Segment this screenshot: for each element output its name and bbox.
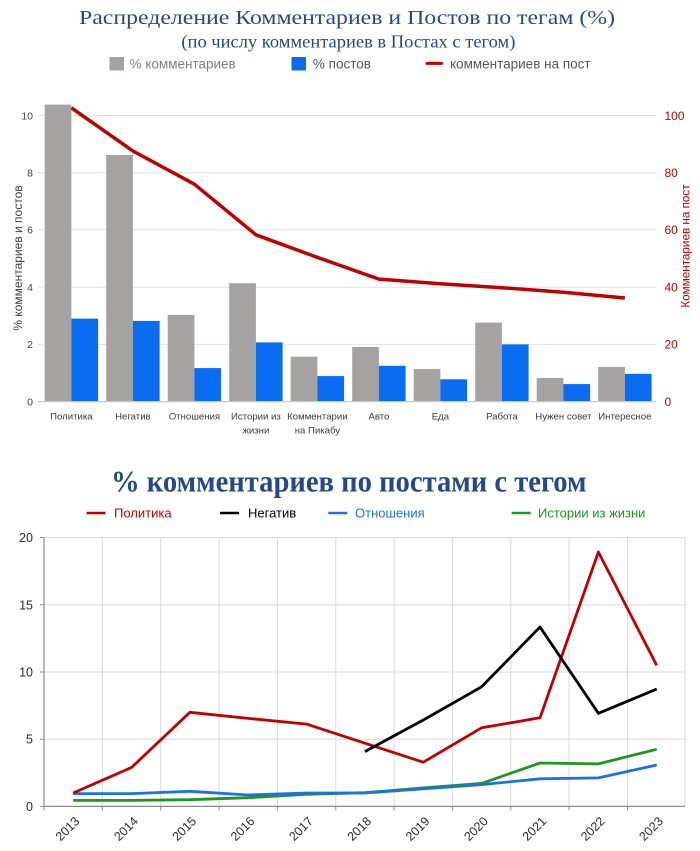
svg-text:Негатив: Негатив (115, 412, 151, 423)
svg-text:Авто: Авто (368, 412, 389, 423)
svg-text:Истории из жизни: Истории из жизни (538, 506, 645, 521)
svg-text:8: 8 (27, 168, 33, 180)
svg-text:% комментариев: % комментариев (130, 57, 236, 72)
svg-text:15: 15 (19, 598, 33, 612)
svg-text:Работа: Работа (486, 412, 518, 423)
svg-text:60: 60 (665, 223, 679, 237)
svg-text:2: 2 (27, 339, 33, 351)
svg-text:Еда: Еда (432, 412, 450, 423)
svg-text:жизни: жизни (242, 426, 269, 437)
svg-text:10: 10 (21, 110, 33, 122)
svg-text:% постов: % постов (313, 57, 371, 72)
svg-text:на Пикабу: на Пикабу (295, 426, 341, 437)
svg-text:Нужен совет: Нужен совет (535, 412, 592, 423)
svg-text:4: 4 (27, 282, 33, 294)
svg-text:(по числу комментариев в Поста: (по числу комментариев в Постах с тегом) (181, 31, 515, 51)
svg-text:20: 20 (19, 531, 33, 545)
svg-text:% комментариев и постов: % комментариев и постов (11, 185, 25, 330)
svg-text:Негатив: Негатив (248, 506, 296, 521)
svg-text:Комментариев на пост: Комментариев на пост (680, 184, 693, 308)
svg-text:Отношения: Отношения (169, 412, 220, 423)
svg-text:40: 40 (665, 281, 679, 295)
svg-text:6: 6 (27, 225, 33, 237)
svg-text:Комментарии: Комментарии (287, 412, 347, 423)
svg-text:20: 20 (665, 338, 679, 352)
svg-text:Отношения: Отношения (355, 506, 425, 521)
svg-text:Политика: Политика (114, 506, 172, 521)
svg-text:80: 80 (665, 166, 679, 180)
svg-text:0: 0 (26, 800, 33, 814)
svg-text:комментариев на пост: комментариев на пост (450, 57, 591, 72)
svg-text:Распределение Комментариев и П: Распределение Комментариев и Постов по т… (79, 7, 615, 29)
svg-text:Политика: Политика (50, 412, 93, 423)
svg-text:5: 5 (26, 733, 33, 747)
svg-text:10: 10 (19, 666, 33, 680)
svg-text:100: 100 (665, 109, 685, 123)
svg-text:0: 0 (665, 395, 672, 409)
svg-text:0: 0 (27, 396, 33, 408)
svg-text:% комментариев по постами с те: % комментариев по постами с тегом (111, 464, 587, 499)
svg-text:Интересное: Интересное (598, 412, 651, 423)
svg-text:Истории из: Истории из (231, 412, 281, 423)
